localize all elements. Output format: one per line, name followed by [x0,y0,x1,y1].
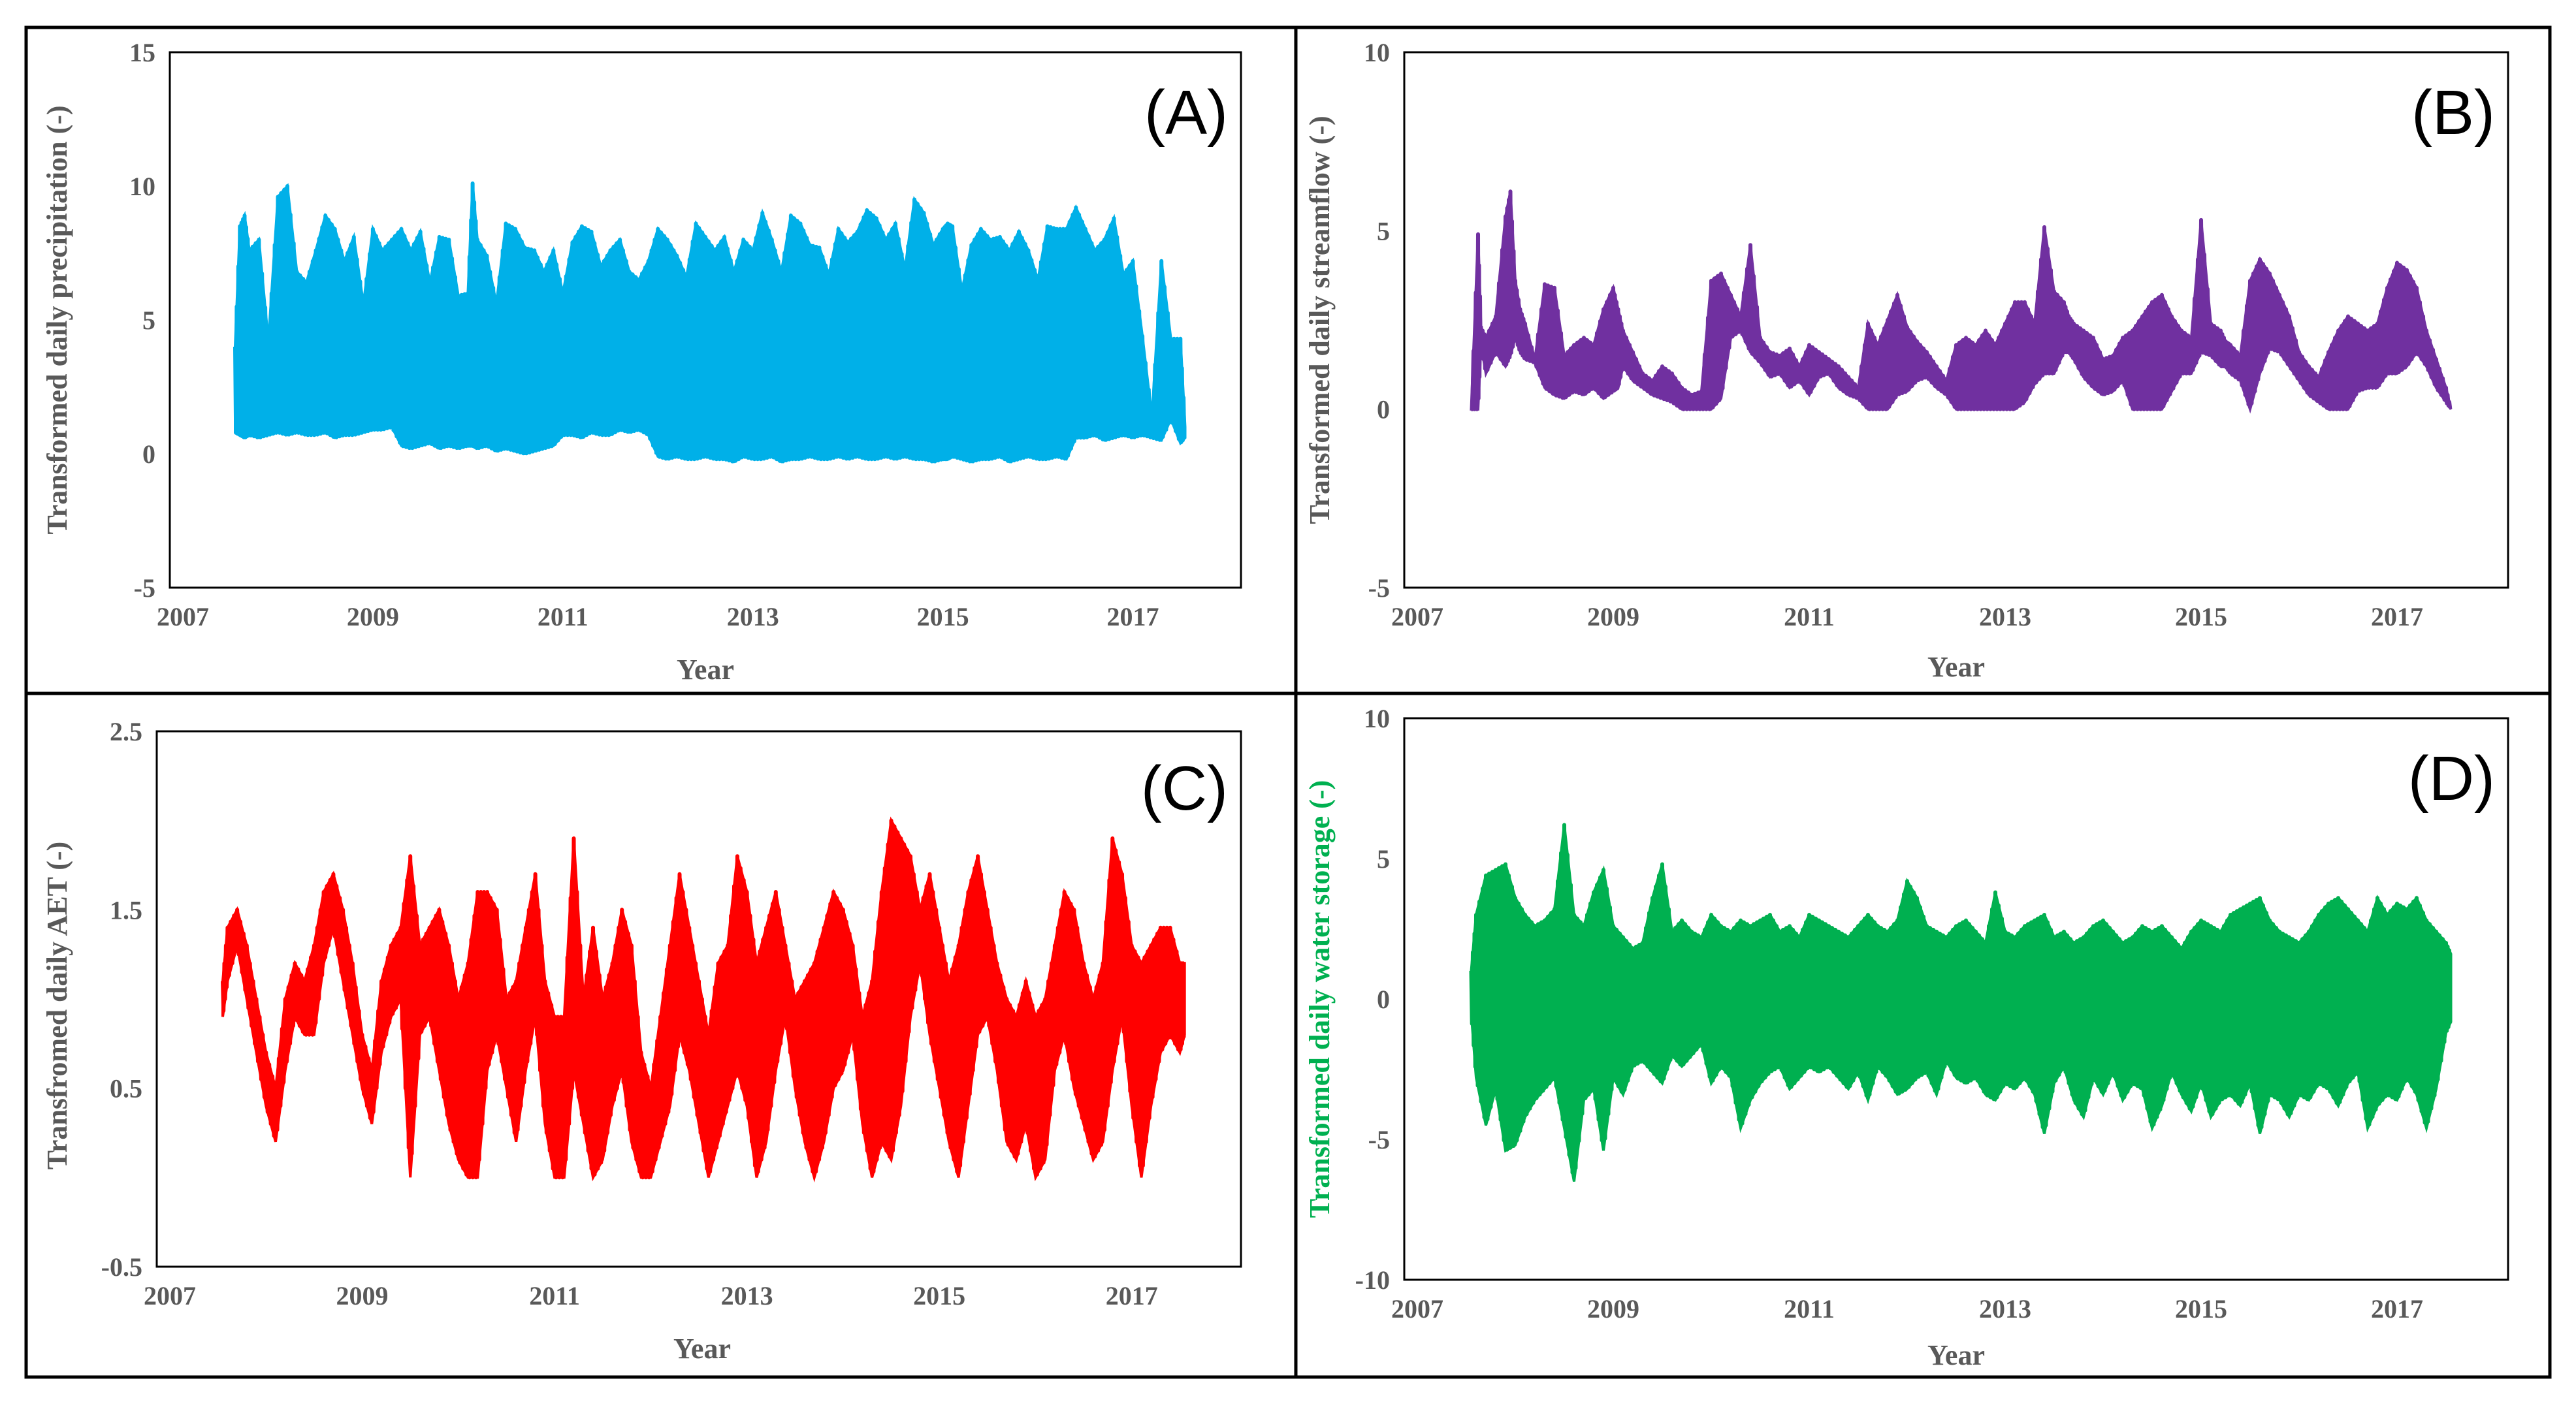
x-tick-label: 2015 [2175,1294,2227,1324]
y-tick-label: -5 [134,573,155,603]
y-tick-label: 10 [1364,704,1390,733]
panel-label: (A) [1144,78,1228,148]
x-tick-label: 2013 [721,1281,773,1310]
y-tick-label: 5 [1377,216,1390,246]
x-tick-label: 2015 [913,1281,965,1310]
y-axis-label: Transformed daily water storage (-) [1304,780,1336,1218]
panel-label: (B) [2411,78,2495,148]
y-tick-label: 10 [129,172,155,201]
panel-frame-d [1294,691,2552,1379]
x-tick-label: 2017 [1107,602,1159,631]
x-tick-label: 2007 [1391,1294,1443,1324]
x-tick-label: 2015 [917,602,969,631]
x-tick-label: 2011 [538,602,588,631]
y-axis-label: Transfromed daily AET (-) [41,842,73,1169]
series-line-0 [1470,189,2453,411]
x-tick-label: 2013 [727,602,779,631]
y-tick-label: 1.5 [110,895,142,925]
y-tick-label: 0 [1377,985,1390,1014]
x-tick-label: 2007 [157,602,209,631]
x-axis-label: Year [1927,1339,1985,1371]
x-tick-label: 2011 [529,1281,580,1310]
y-tick-label: -0.5 [101,1252,142,1282]
series-line-0 [221,818,1186,1180]
y-tick-label: 10 [1364,38,1390,67]
x-tick-label: 2007 [144,1281,196,1310]
x-tick-label: 2017 [2371,602,2423,631]
x-tick-label: 2011 [1784,602,1835,631]
y-tick-label: 0 [142,439,155,469]
y-tick-label: -5 [1368,1125,1390,1154]
y-tick-label: 5 [142,306,155,335]
x-tick-label: 2009 [347,602,399,631]
y-axis-label: Transformed daily precipitation (-) [41,105,73,534]
panel-label: (D) [2408,744,2495,814]
plot-area [155,730,1242,1268]
x-tick-label: 2017 [2371,1294,2423,1324]
plot-area [1403,51,2509,589]
y-tick-label: 5 [1377,844,1390,874]
y-tick-label: -5 [1368,573,1390,603]
y-tick-label: 2.5 [110,717,142,746]
y-tick-label: -10 [1355,1265,1390,1295]
x-axis-label: Year [673,1333,731,1365]
plot-area [169,51,1242,589]
series-line-0 [233,181,1187,464]
x-tick-label: 2013 [1979,602,2031,631]
y-tick-label: 0.5 [110,1074,142,1103]
x-tick-label: 2015 [2175,602,2227,631]
x-tick-label: 2011 [1784,1294,1835,1324]
y-tick-label: 15 [129,38,155,67]
x-tick-label: 2007 [1391,602,1443,631]
x-tick-label: 2009 [336,1281,389,1310]
x-axis-label: Year [677,654,734,686]
x-tick-label: 2009 [1587,602,1639,631]
panel-c: -0.5 0.5 1.5 2.5 2007 2009 2011 2013 2015 2017 (C… [41,717,1242,1365]
x-tick-label: 2017 [1106,1281,1158,1310]
y-axis-label: Transformed daily streamflow (-) [1304,116,1336,524]
x-tick-label: 2009 [1587,1294,1639,1324]
series-line-0 [1469,823,2453,1175]
x-tick-label: 2013 [1979,1294,2031,1324]
panel-label: (C) [1141,753,1228,823]
panel-a: -5 0 5 10 15 2007 2009 2011 2013 2015 2017 (A) Yea… [41,38,1242,686]
y-tick-label: 0 [1377,395,1390,424]
panel-d: -10 -5 0 5 10 2007 2009 2011 2013 2015 2017 (D) Ye… [1304,704,2509,1371]
x-axis-label: Year [1927,651,1985,683]
plot-area [1403,717,2509,1281]
